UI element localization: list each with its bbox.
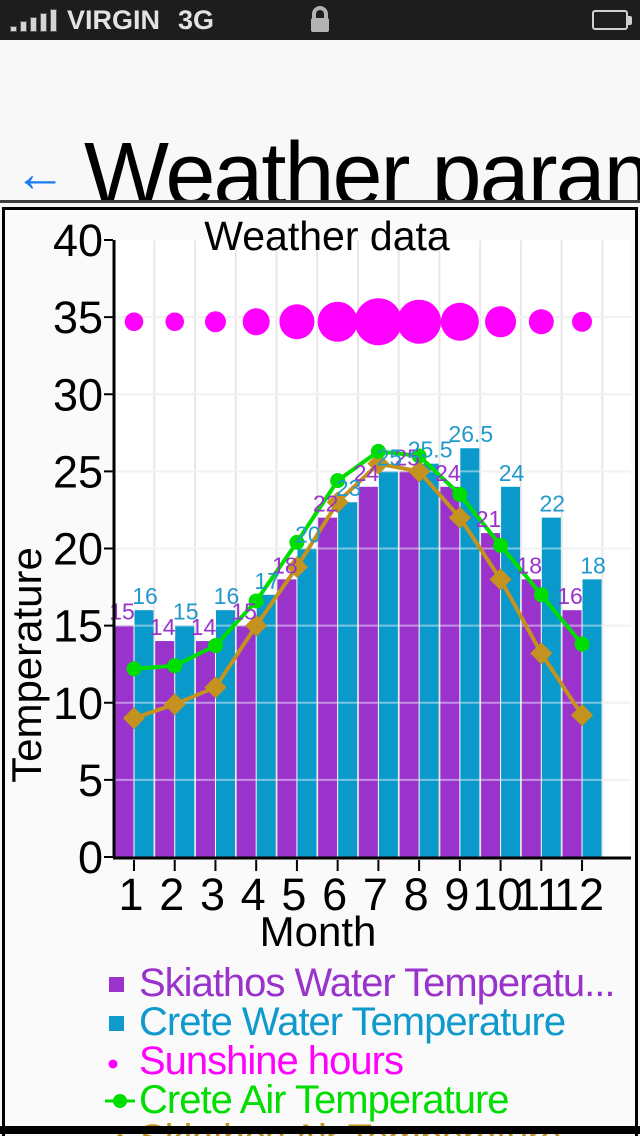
svg-text:25: 25 [377, 444, 403, 470]
signal-strength-icon [10, 8, 57, 32]
sunshine-bubbles [124, 298, 593, 346]
svg-text:24: 24 [435, 460, 461, 486]
crete-air-line [126, 443, 590, 677]
svg-text:16: 16 [557, 583, 583, 609]
chart-legend: Skiathos Water Temperatu... Crete Water T… [105, 961, 633, 1136]
svg-text:10: 10 [53, 678, 103, 729]
chart-bottom-border [0, 1126, 640, 1134]
y-tick-labels: 0 5 10 15 20 25 30 35 40 [53, 215, 103, 883]
svg-text:15: 15 [53, 601, 103, 652]
nav-header: ← Weather param [0, 40, 640, 203]
svg-text:8: 8 [404, 869, 429, 920]
svg-text:10: 10 [473, 869, 523, 920]
legend-label: Sunshine hours [139, 1039, 404, 1083]
svg-text:11: 11 [515, 869, 562, 920]
y-axis-title: Temperature [5, 547, 50, 783]
svg-text:25.5: 25.5 [408, 437, 453, 463]
svg-text:25: 25 [53, 446, 103, 497]
axes [104, 239, 631, 871]
legend-item-2[interactable]: Sunshine hours [105, 1039, 633, 1083]
svg-text:5: 5 [281, 869, 306, 920]
svg-text:7: 7 [363, 869, 388, 920]
svg-text:15: 15 [231, 599, 257, 625]
svg-text:35: 35 [53, 292, 103, 343]
legend-item-0[interactable]: Skiathos Water Temperatu... [105, 961, 633, 1005]
legend-item-1[interactable]: Crete Water Temperature [105, 1000, 633, 1044]
svg-text:0: 0 [78, 832, 103, 883]
legend-label: Crete Water Temperature [139, 1000, 566, 1044]
svg-text:15: 15 [173, 599, 199, 625]
svg-text:18: 18 [580, 552, 606, 578]
svg-text:1: 1 [118, 869, 143, 920]
status-bar: VIRGIN 3G [0, 0, 640, 40]
lock-icon [308, 5, 332, 40]
svg-text:18: 18 [272, 552, 298, 578]
svg-text:6: 6 [322, 869, 347, 920]
svg-text:17: 17 [254, 568, 280, 594]
legend-label: Skiathos Water Temperatu... [139, 961, 615, 1005]
back-button[interactable]: ← [14, 145, 66, 203]
svg-text:14: 14 [191, 614, 217, 640]
svg-text:12: 12 [554, 869, 604, 920]
svg-text:25: 25 [394, 444, 420, 470]
x-axis-title: Month [260, 908, 377, 955]
square-swatch-icon [105, 1013, 139, 1033]
svg-text:2: 2 [159, 869, 184, 920]
svg-text:40: 40 [53, 215, 103, 266]
svg-text:30: 30 [53, 369, 103, 420]
network-type-label: 3G [178, 4, 215, 35]
line-circle-swatch-icon [105, 1091, 139, 1111]
svg-text:3: 3 [200, 869, 225, 920]
legend-item-3[interactable]: Crete Air Temperature [105, 1078, 633, 1122]
battery-icon [592, 10, 632, 30]
square-swatch-icon [105, 974, 139, 994]
svg-text:22: 22 [540, 491, 566, 517]
svg-text:18: 18 [517, 552, 543, 578]
svg-text:22: 22 [313, 491, 339, 517]
carrier-label: VIRGIN [67, 4, 161, 35]
svg-text:20: 20 [295, 522, 321, 548]
svg-text:20: 20 [53, 524, 103, 575]
svg-text:23: 23 [336, 475, 362, 501]
svg-text:24: 24 [354, 460, 380, 486]
page-title: Weather param [84, 125, 640, 203]
dot-swatch-icon [105, 1052, 139, 1072]
svg-text:16: 16 [132, 583, 158, 609]
svg-text:14: 14 [150, 614, 176, 640]
svg-text:16: 16 [214, 583, 240, 609]
svg-text:4: 4 [241, 869, 266, 920]
legend-label: Crete Air Temperature [139, 1078, 510, 1122]
svg-text:24: 24 [499, 460, 525, 486]
chart-widget: 15 14 14 15 18 22 24 25 24 21 18 16 16 15 16 17 20 23 25 25… [2, 207, 638, 1136]
svg-text:5: 5 [78, 755, 103, 806]
chart-title: Weather data [204, 213, 450, 259]
svg-text:21: 21 [476, 506, 502, 532]
svg-text:26.5: 26.5 [448, 421, 493, 447]
svg-text:9: 9 [444, 869, 469, 920]
water-temperature-bars [114, 448, 602, 857]
